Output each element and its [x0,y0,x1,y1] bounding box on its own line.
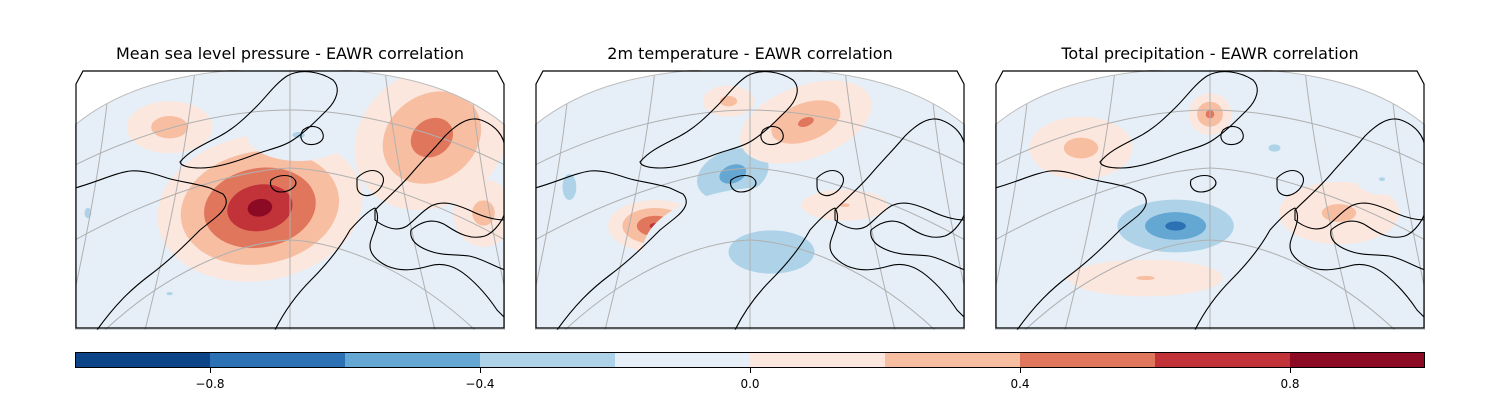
contour-band-2-1 [1063,137,1099,159]
coastline-4 [870,211,965,271]
colorbar-tick-label: 0.4 [1010,377,1030,391]
domain-edge [995,70,1425,330]
contour-band-3-1 [562,174,577,200]
colorbar-tick-label: −0.4 [465,377,495,391]
map-frame [535,70,965,329]
gridline-5 [1304,70,1356,330]
contour-band-6-1 [166,292,173,296]
colorbar-segment-4 [615,352,751,368]
map-frame [995,70,1425,329]
contour-band-0-4 [247,198,273,217]
coastline-4 [1330,211,1425,271]
colorbar-segment-2 [345,352,481,368]
coastline-1 [639,71,798,169]
coastlines [995,71,1425,330]
colorbar-tick-mark [1289,368,1291,373]
colorbar-segment-7 [1020,352,1156,368]
coastline-6 [1189,174,1217,193]
coastline-1 [1099,71,1258,169]
panel-title-t2m: 2m temperature - EAWR correlation [607,44,893,63]
colorbar-tick-label: 0.0 [740,377,760,391]
contour-band-5-1 [1268,144,1281,152]
colorbar-segment-0 [75,352,211,368]
domain-edge [75,70,505,330]
gridline-4 [1064,70,1116,330]
contour-band-4-1 [1136,275,1155,281]
gridline-5 [844,70,896,330]
contour-band-6-1 [839,203,850,208]
coastline-3 [734,207,965,330]
gridline-5 [384,70,436,330]
map-t2m-correlation [535,70,965,330]
panel-title-mslp: Mean sea level pressure - EAWR correlati… [116,44,464,63]
graticule [535,70,965,330]
contour-band-1-2 [410,117,453,158]
colorbar-segment-1 [210,352,346,368]
coastline-7 [760,125,784,146]
contour-band-0-3 [1165,221,1186,231]
gridline-4 [604,70,656,330]
map-mslp-correlation [75,70,505,330]
graticule [75,70,505,330]
map-tp-correlation [995,70,1425,330]
domain-edge [535,70,965,330]
correlation-field [75,70,505,330]
correlation-field [995,70,1425,330]
coastline-0 [535,170,687,330]
coastline-5 [1276,169,1304,197]
colorbar-segment-8 [1155,352,1291,368]
contour-band-5-1 [719,96,738,107]
colorbar-frame [75,352,1425,368]
coastline-2 [834,118,965,230]
coastline-7 [1220,125,1244,146]
coastline-0 [995,170,1147,330]
correlation-field [535,70,965,330]
coastline-3 [274,207,505,330]
coastline-5 [816,169,844,197]
colorbar-tick-mark [479,368,481,373]
colorbar-tick-mark [1019,368,1021,373]
coastline-3 [1194,207,1425,330]
colorbar-segment-5 [750,352,886,368]
colorbar-tick-mark [209,368,211,373]
colorbar-tick-mark [749,368,751,373]
colorbar-segment-3 [480,352,616,368]
colorbar-tick-label: 0.8 [1280,377,1300,391]
contour-band-2-1 [728,230,815,274]
colorbar-segment-6 [885,352,1021,368]
coastline-5 [356,169,384,197]
colorbar [75,352,1425,368]
map-frame [75,70,505,329]
coastlines [75,71,505,330]
coastline-7 [300,125,324,146]
coastline-2 [1294,118,1425,230]
panel-title-tp: Total precipitation - EAWR correlation [1061,44,1359,63]
coastline-1 [179,71,338,169]
colorbar-tick-label: −0.8 [195,377,225,391]
contour-band-4-2 [797,117,814,127]
coastline-4 [410,211,505,271]
coastline-2 [374,118,505,230]
contour-band-2-1 [472,200,495,226]
colorbar-segment-9 [1290,352,1425,368]
gridline-4 [144,70,196,330]
coastline-6 [269,174,297,193]
coastline-0 [75,170,227,330]
contour-band-6-1 [1378,177,1386,182]
contour-band-3-1 [151,116,189,139]
coastlines [535,71,965,330]
coastline-6 [729,174,757,193]
